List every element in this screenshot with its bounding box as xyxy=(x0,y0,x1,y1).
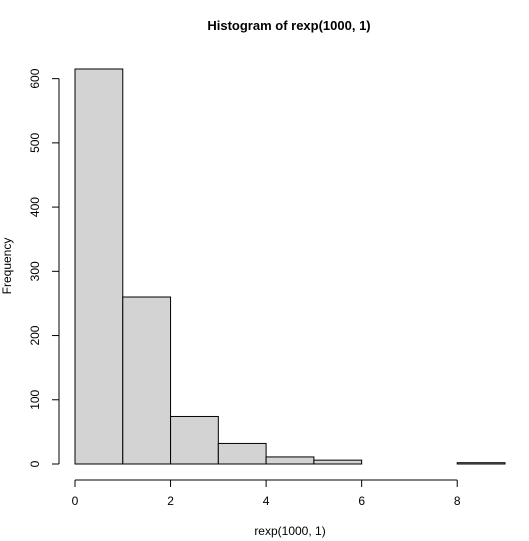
bars-group xyxy=(74,68,506,465)
y-tick-label-200: 200 xyxy=(28,325,42,345)
histogram-bar-8 xyxy=(456,462,506,465)
chart-title: Histogram of rexp(1000, 1) xyxy=(207,18,370,33)
y-axis: 0 100 200 300 400 500 600 xyxy=(28,68,60,467)
y-tick-label-300: 300 xyxy=(28,261,42,281)
histogram-bar-3 xyxy=(217,442,267,465)
x-axis-label: rexp(1000, 1) xyxy=(254,524,325,538)
x-tick-label-0: 0 xyxy=(72,494,79,508)
histogram-bar-4 xyxy=(265,456,315,465)
y-tick-label-400: 400 xyxy=(28,197,42,217)
x-axis: 0 2 4 6 8 xyxy=(72,479,461,508)
x-tick-label-4: 4 xyxy=(263,494,270,508)
y-tick-label-100: 100 xyxy=(28,389,42,409)
y-axis-label: Frequency xyxy=(0,238,14,295)
histogram-bar-1 xyxy=(122,296,172,465)
histogram-bar-0 xyxy=(74,68,124,465)
y-tick-label-500: 500 xyxy=(28,133,42,153)
y-tick-label-0: 0 xyxy=(28,460,42,467)
x-tick-label-8: 8 xyxy=(454,494,461,508)
x-tick-label-2: 2 xyxy=(167,494,174,508)
histogram-bar-2 xyxy=(170,415,219,465)
y-tick-label-600: 600 xyxy=(28,68,42,88)
x-tick-label-6: 6 xyxy=(358,494,365,508)
histogram-bar-5 xyxy=(313,459,363,465)
